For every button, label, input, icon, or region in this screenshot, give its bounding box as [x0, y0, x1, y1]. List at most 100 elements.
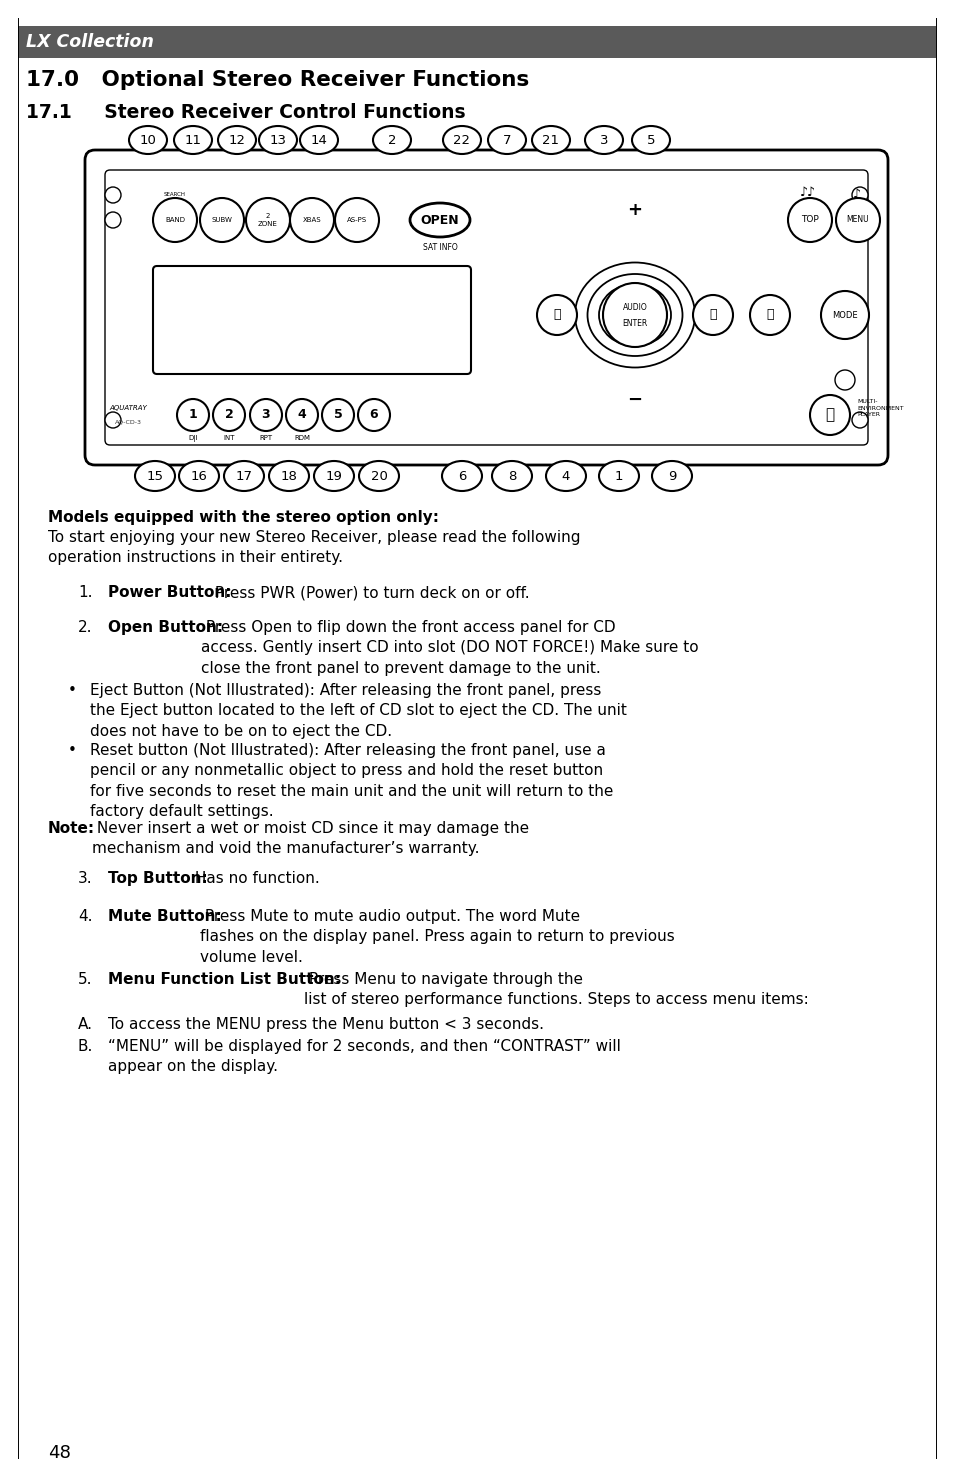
Circle shape — [537, 295, 577, 335]
Text: 17.1     Stereo Receiver Control Functions: 17.1 Stereo Receiver Control Functions — [26, 102, 465, 121]
Ellipse shape — [651, 462, 691, 491]
Text: 11: 11 — [184, 134, 201, 146]
Ellipse shape — [631, 125, 669, 153]
Text: 16: 16 — [191, 469, 207, 482]
Text: 1: 1 — [614, 469, 622, 482]
Text: SAT INFO: SAT INFO — [422, 243, 456, 252]
Text: 🔇: 🔇 — [765, 308, 773, 322]
Ellipse shape — [129, 125, 167, 153]
Text: Reset button (Not Illustrated): After releasing the front panel, use a
pencil or: Reset button (Not Illustrated): After re… — [90, 743, 613, 819]
Text: 9: 9 — [667, 469, 676, 482]
Text: 18: 18 — [280, 469, 297, 482]
Text: Power Button:: Power Button: — [108, 586, 232, 600]
Text: 5: 5 — [646, 134, 655, 146]
Text: 5: 5 — [334, 409, 342, 422]
Text: 20: 20 — [370, 469, 387, 482]
Circle shape — [246, 198, 290, 242]
Text: OPEN: OPEN — [420, 214, 458, 227]
Text: D|I: D|I — [188, 435, 197, 441]
Ellipse shape — [218, 125, 255, 153]
Circle shape — [809, 395, 849, 435]
Circle shape — [602, 283, 666, 347]
Text: 4.: 4. — [78, 909, 92, 923]
Text: 12: 12 — [229, 134, 245, 146]
Text: 4: 4 — [297, 409, 306, 422]
Text: XBAS: XBAS — [302, 217, 321, 223]
Text: 14: 14 — [311, 134, 327, 146]
Circle shape — [250, 400, 282, 431]
Ellipse shape — [532, 125, 569, 153]
Text: Press PWR (Power) to turn deck on or off.: Press PWR (Power) to turn deck on or off… — [210, 586, 529, 600]
Circle shape — [821, 291, 868, 339]
Text: ENTER: ENTER — [621, 319, 647, 327]
Text: ⏻: ⏻ — [824, 407, 834, 422]
Text: Models equipped with the stereo option only:: Models equipped with the stereo option o… — [48, 510, 438, 525]
Text: LX Collection: LX Collection — [26, 32, 153, 52]
Ellipse shape — [441, 462, 481, 491]
Text: 2: 2 — [387, 134, 395, 146]
FancyBboxPatch shape — [152, 266, 471, 375]
Ellipse shape — [492, 462, 532, 491]
Circle shape — [834, 370, 854, 389]
Text: AQ-CD-3: AQ-CD-3 — [114, 419, 141, 425]
Ellipse shape — [314, 462, 354, 491]
Text: 17.0   Optional Stereo Receiver Functions: 17.0 Optional Stereo Receiver Functions — [26, 69, 529, 90]
Text: RPT: RPT — [259, 435, 273, 441]
Text: TOP: TOP — [801, 215, 818, 224]
Text: •: • — [68, 683, 77, 698]
Text: 8: 8 — [507, 469, 516, 482]
Text: 17: 17 — [235, 469, 253, 482]
Text: ♪♪: ♪♪ — [800, 186, 815, 199]
Text: Open Button:: Open Button: — [108, 620, 223, 636]
Ellipse shape — [598, 462, 639, 491]
Text: •: • — [68, 743, 77, 758]
Ellipse shape — [584, 125, 622, 153]
Text: ♪: ♪ — [852, 187, 861, 201]
Text: 6: 6 — [457, 469, 466, 482]
Text: AS-PS: AS-PS — [347, 217, 367, 223]
Ellipse shape — [173, 125, 212, 153]
Text: Note:: Note: — [48, 822, 95, 836]
Text: 4: 4 — [561, 469, 570, 482]
Circle shape — [335, 198, 378, 242]
Text: 19: 19 — [325, 469, 342, 482]
Ellipse shape — [299, 125, 337, 153]
Ellipse shape — [269, 462, 309, 491]
Text: To access the MENU press the Menu button < 3 seconds.: To access the MENU press the Menu button… — [108, 1016, 543, 1032]
Text: 7: 7 — [502, 134, 511, 146]
Text: B.: B. — [78, 1038, 93, 1055]
Circle shape — [105, 212, 121, 229]
Circle shape — [286, 400, 317, 431]
Text: Eject Button (Not Illustrated): After releasing the front panel, press
the Eject: Eject Button (Not Illustrated): After re… — [90, 683, 626, 739]
Text: −: − — [627, 391, 642, 409]
Circle shape — [105, 187, 121, 204]
Text: Press Menu to navigate through the
list of stereo performance functions. Steps t: Press Menu to navigate through the list … — [304, 972, 808, 1007]
Text: AQUATRAY: AQUATRAY — [109, 406, 147, 412]
Ellipse shape — [224, 462, 264, 491]
Circle shape — [357, 400, 390, 431]
FancyBboxPatch shape — [85, 150, 887, 465]
Text: RDM: RDM — [294, 435, 310, 441]
Circle shape — [322, 400, 354, 431]
Circle shape — [749, 295, 789, 335]
Text: 3.: 3. — [78, 872, 92, 886]
Ellipse shape — [258, 125, 296, 153]
Text: MULTI-
ENVIRONMENT
PLAYER: MULTI- ENVIRONMENT PLAYER — [856, 400, 902, 417]
Circle shape — [692, 295, 732, 335]
Text: Mute Button:: Mute Button: — [108, 909, 221, 923]
Ellipse shape — [358, 462, 398, 491]
Text: MODE: MODE — [831, 311, 857, 320]
Text: Menu Function List Button:: Menu Function List Button: — [108, 972, 340, 987]
Text: 1.: 1. — [78, 586, 92, 600]
FancyBboxPatch shape — [18, 27, 935, 58]
Text: 21: 21 — [542, 134, 558, 146]
Text: 5.: 5. — [78, 972, 92, 987]
Text: +: + — [627, 201, 641, 218]
Ellipse shape — [135, 462, 174, 491]
Text: 48: 48 — [48, 1444, 71, 1462]
Circle shape — [835, 198, 879, 242]
Text: Press Mute to mute audio output. The word Mute
flashes on the display panel. Pre: Press Mute to mute audio output. The wor… — [200, 909, 674, 965]
Text: SUBW: SUBW — [212, 217, 233, 223]
Text: ⏭: ⏭ — [708, 308, 716, 322]
Text: 13: 13 — [269, 134, 286, 146]
